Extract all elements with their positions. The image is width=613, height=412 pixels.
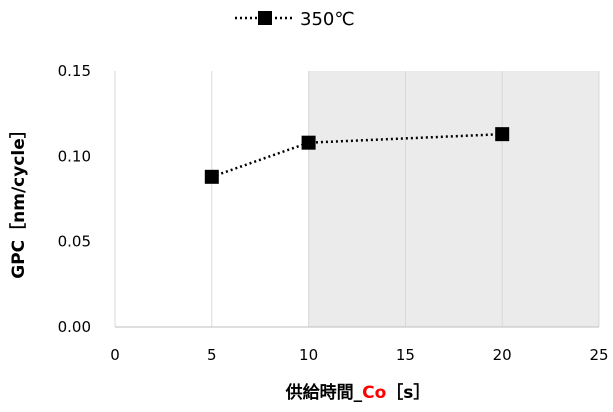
x-axis-title-highlight: Co — [362, 383, 386, 403]
data-points — [204, 127, 510, 184]
y-tick-label-0.05: 0.05 — [58, 233, 91, 251]
series-line-350 — [211, 132, 503, 178]
y-tick-label-0.15: 0.15 — [58, 62, 91, 80]
x-tick-label-15: 15 — [396, 346, 415, 364]
x-tick-label-0: 0 — [110, 346, 120, 364]
x-axis-title-main: 供給時間_ — [285, 382, 363, 403]
y-tick-label-0.00: 0.00 — [58, 318, 91, 336]
x-tick-label-5: 5 — [207, 346, 217, 364]
x-tick-label-25: 25 — [589, 346, 608, 364]
legend-label: 350℃ — [300, 9, 355, 30]
data-point-x10 — [301, 135, 316, 150]
y-axis-title: GPC［nm/cycle］ — [8, 121, 29, 279]
x-axis-title-suffix: ［s］ — [386, 382, 430, 403]
x-tick-label-10: 10 — [299, 346, 318, 364]
x-axis-title: 供給時間_Co［s］ — [285, 382, 431, 403]
legend: 350℃ — [235, 9, 355, 30]
vertical-gridlines — [114, 71, 600, 327]
y-tick-labels: 0.00 0.05 0.10 0.15 — [58, 62, 91, 336]
y-tick-label-0.10: 0.10 — [58, 147, 91, 165]
x-tick-labels: 0 5 10 15 20 25 — [110, 346, 608, 364]
legend-marker — [258, 11, 272, 25]
data-point-x20 — [495, 127, 510, 142]
x-tick-label-20: 20 — [493, 346, 512, 364]
data-point-x5 — [204, 169, 219, 184]
shaded-region — [308, 71, 599, 327]
